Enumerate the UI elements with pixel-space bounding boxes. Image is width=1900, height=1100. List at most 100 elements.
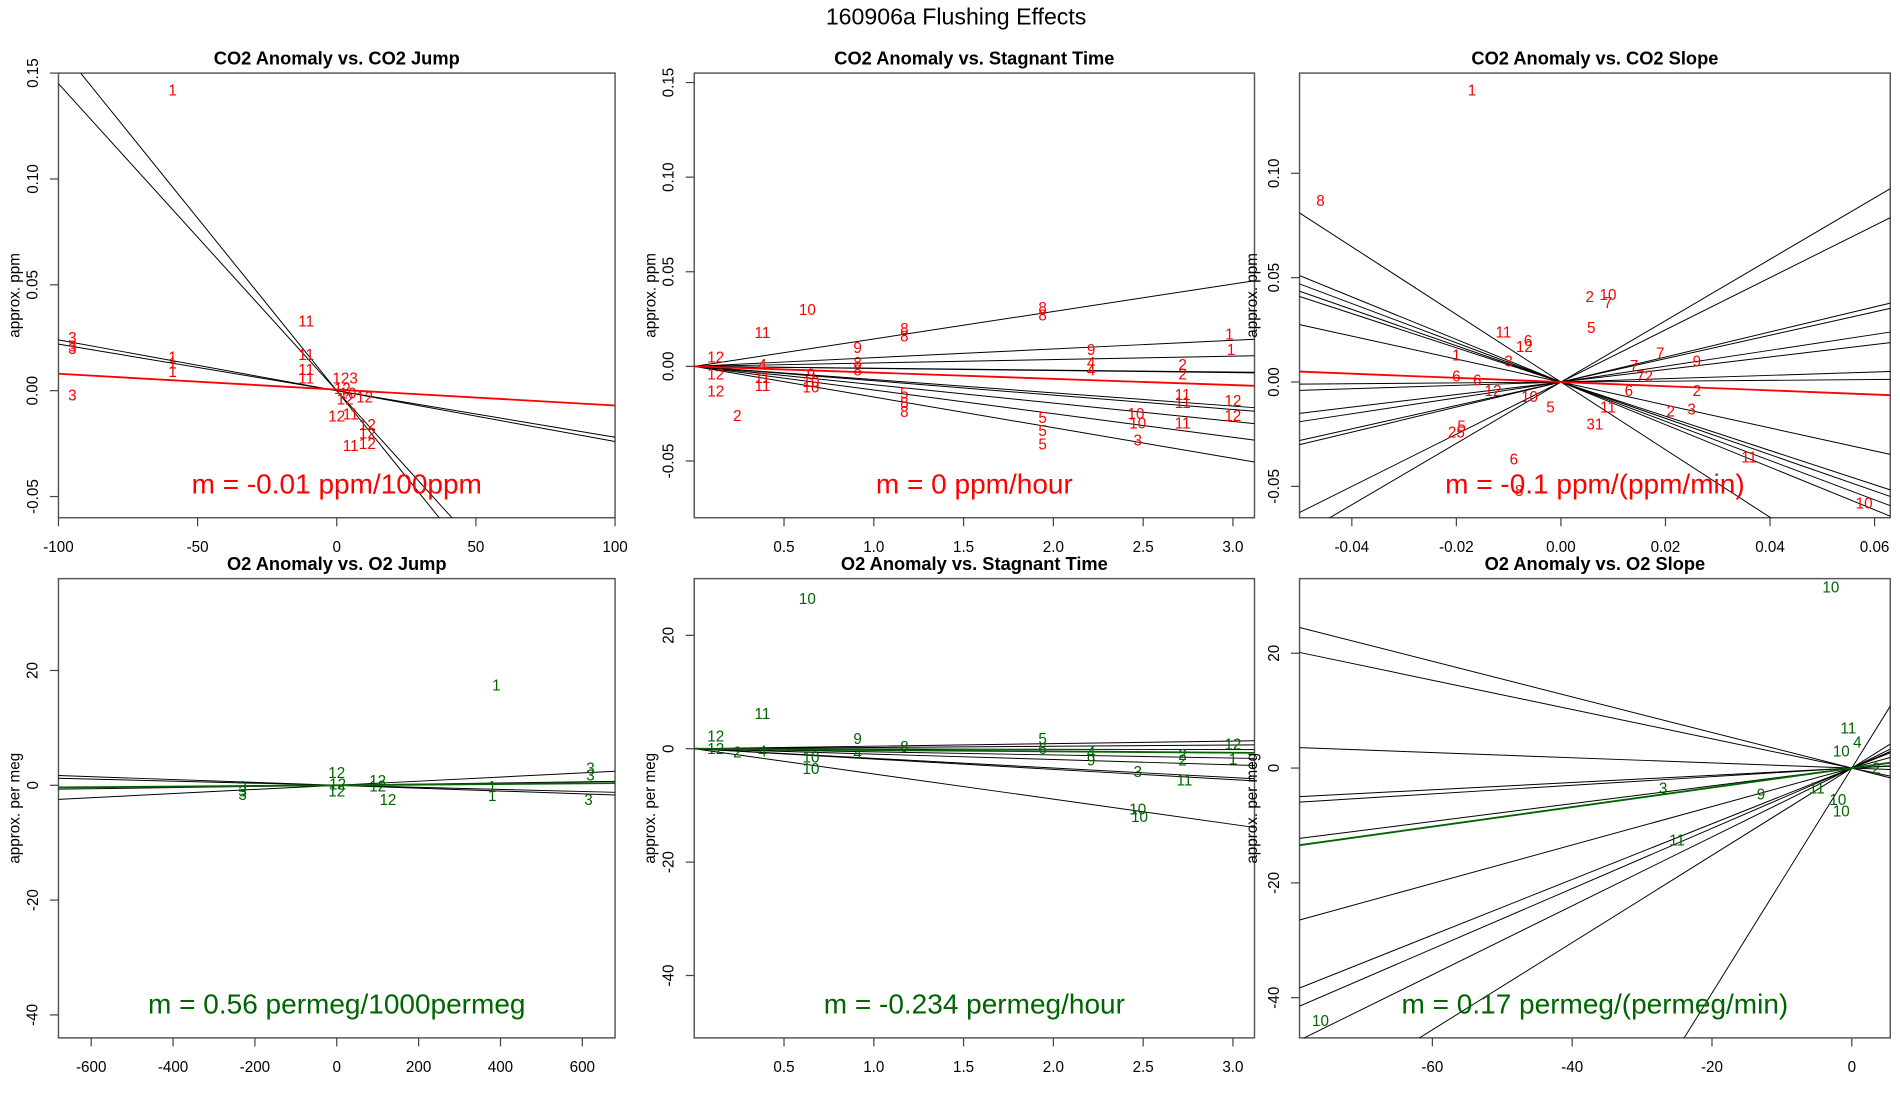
data-point-label: 12 [359, 426, 376, 443]
panel-co2-stagnant: CO2 Anomaly vs. Stagnant Time approx. ppm… [642, 48, 1256, 556]
data-point-label: 1 [488, 788, 496, 805]
group-regression-line [1683, 705, 1891, 1038]
group-regression-line [694, 280, 1255, 367]
y-tick-label: 20 [1266, 645, 1283, 662]
y-tick-label: 0.00 [25, 376, 42, 406]
data-point-label: 31 [1586, 416, 1603, 433]
overall-fit-line [58, 782, 616, 789]
slope-annotation: m = 0.56 permeg/1000permeg [148, 989, 525, 1020]
data-point-label: 3 [68, 387, 76, 404]
panel-co2-jump: CO2 Anomaly vs. CO2 Jump approx. ppm -100 -… [6, 48, 627, 556]
y-tick-label: 0.00 [661, 352, 678, 382]
group-regression-line [1299, 324, 1891, 455]
x-tick-label: 100 [602, 539, 627, 556]
y-tick-label: 0.05 [25, 270, 42, 300]
data-point-label: 10 [802, 380, 819, 397]
data-point-label: 10 [1312, 1013, 1329, 1030]
data-point-label: 5 [1457, 418, 1465, 435]
x-tick-label: -20 [1701, 1059, 1723, 1076]
y-tick-label: -40 [661, 965, 678, 987]
figure-title: 160906a Flushing Effects [826, 3, 1087, 29]
data-point-label: 1 [1897, 660, 1900, 677]
x-tick-label: 3.0 [1222, 539, 1243, 556]
panel-title: O2 Anomaly vs. O2 Slope [1485, 553, 1706, 574]
group-regression-line [1299, 217, 1891, 513]
overall-fit-line [1299, 370, 1891, 397]
data-point-label: 10 [799, 591, 816, 608]
panel-o2-stagnant: O2 Anomaly vs. Stagnant Time approx. per … [642, 553, 1256, 1076]
data-point-label: 2 [1693, 383, 1701, 400]
y-tick-label: 0.10 [661, 162, 678, 192]
y-tick-label: 0.10 [1266, 158, 1283, 188]
y-tick-label: -0.05 [661, 444, 678, 479]
panel-o2-jump: O2 Anomaly vs. O2 Jump approx. per meg -60… [6, 553, 616, 1076]
group-regression-line [694, 338, 1255, 367]
group-regression-line [1299, 283, 1891, 507]
group-regression-line [1418, 743, 1891, 1038]
data-point-label: 11 [343, 406, 359, 423]
data-point-label: 10 [1129, 416, 1146, 433]
data-point-label: 3 [586, 767, 594, 784]
data-point-label: 8 [1038, 300, 1046, 317]
data-point-label: 10 [1822, 580, 1839, 597]
data-point-label: 25 [1448, 425, 1465, 442]
data-point-label: 8 [1038, 308, 1046, 325]
x-tick-label: 0 [333, 539, 341, 556]
x-tick-label: 1.5 [953, 539, 974, 556]
group-regression-line [1299, 302, 1891, 446]
data-point-label: 12 [328, 409, 345, 426]
y-tick-label: 0.15 [661, 68, 678, 98]
panel-title: CO2 Anomaly vs. CO2 Jump [214, 48, 460, 69]
data-point-label: 12 [379, 792, 396, 809]
x-tick-label: 0.00 [1546, 539, 1576, 556]
data-point-label: 12 [1224, 737, 1241, 754]
panel-title: O2 Anomaly vs. Stagnant Time [841, 553, 1108, 574]
data-point-label: 9 [807, 366, 815, 383]
data-point-label: 12 [1224, 408, 1241, 425]
data-point-label: 11 [755, 370, 771, 387]
data-point-label: 3 [1134, 433, 1142, 450]
data-point-label: 5 [1038, 731, 1046, 748]
data-point-label: 7 [1656, 345, 1664, 362]
group-regression-line [694, 355, 1255, 367]
x-tick-label: 0.5 [773, 1059, 794, 1076]
data-point-label: 8 [853, 363, 861, 380]
x-tick-label: 2.0 [1043, 539, 1064, 556]
data-point-label: 1 [1227, 342, 1235, 359]
data-point-label: 7 [1630, 358, 1638, 375]
data-point-label: 9 [853, 340, 861, 357]
data-point-label: 1 [168, 364, 176, 381]
group-regression-line [1299, 295, 1891, 491]
data-point-label: 12 [328, 784, 345, 801]
group-regression-line [694, 365, 1255, 412]
plot-frame [693, 72, 1256, 519]
y-tick-label: -20 [661, 851, 678, 873]
data-point-label: 8 [900, 739, 908, 756]
data-point-label: 6 [1510, 452, 1518, 469]
group-regression-line [1328, 188, 1891, 518]
data-point-label: 11 [1840, 720, 1856, 737]
y-axis-label: approx. ppm [642, 253, 659, 338]
data-point-label: 8 [1316, 193, 1324, 210]
data-point-label: 9 [1087, 753, 1095, 770]
plot-frame [57, 72, 616, 519]
x-tick-label: -0.02 [1439, 539, 1474, 556]
x-tick-label: 0.06 [1860, 539, 1890, 556]
data-point-label: 1 [488, 779, 496, 796]
data-point-label: 3 [238, 784, 246, 801]
data-point-label: 10 [1856, 496, 1873, 513]
data-point-label: 11 [1175, 416, 1191, 433]
data-point-label: 9 [1757, 786, 1765, 803]
x-tick-label: 3.0 [1222, 1059, 1243, 1076]
data-point-label: 1 [1225, 327, 1233, 344]
x-tick-label: -400 [158, 1059, 188, 1076]
panel-title: O2 Anomaly vs. O2 Jump [227, 553, 447, 574]
group-regression-line [58, 339, 616, 442]
data-point-label: 11 [1809, 781, 1825, 798]
data-point-label: 12 [1516, 339, 1533, 356]
data-point-label: 3 [586, 761, 594, 778]
x-tick-label: 2.5 [1133, 1059, 1154, 1076]
y-tick-label: 20 [25, 662, 42, 679]
y-tick-label: 0.05 [661, 257, 678, 287]
